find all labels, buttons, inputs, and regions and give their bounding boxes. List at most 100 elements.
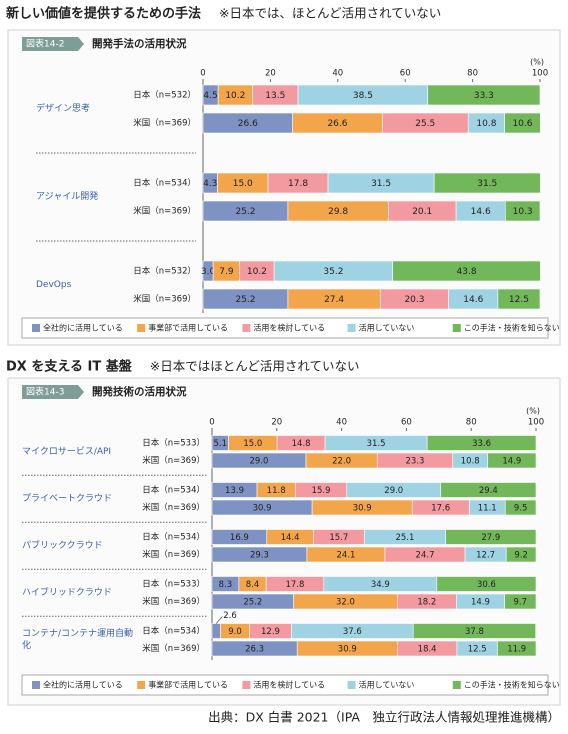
value-label: 17.8 (285, 580, 304, 590)
value-label: 14.6 (463, 295, 483, 305)
value-label: 14.9 (502, 457, 521, 467)
value-label: 29.0 (250, 457, 269, 467)
value-label: 29.8 (328, 207, 348, 217)
bar-segment (440, 482, 537, 498)
legend-box (21, 674, 549, 696)
category-label: 日本（n=534） (133, 178, 196, 189)
value-label: 30.6 (477, 580, 496, 590)
x-tick-label: 0 (200, 69, 205, 79)
value-label: 11.9 (507, 645, 526, 655)
value-label: 17.6 (431, 504, 450, 514)
bar-segment (504, 593, 537, 610)
value-label: 37.6 (343, 627, 362, 637)
x-tick-label: 80 (466, 418, 477, 428)
chart-title: 開発手法の活用状況 (92, 37, 187, 50)
value-label: 2.6 (223, 611, 237, 621)
value-label: 10.3 (513, 207, 533, 217)
value-label: 43.8 (457, 267, 477, 277)
value-label: 9.5 (514, 504, 528, 514)
x-tick-label: 20 (265, 69, 276, 79)
legend-label: 事業部で活用している (148, 680, 228, 690)
category-label: 米国（n=369） (133, 294, 196, 305)
value-label: 31.5 (367, 439, 386, 449)
value-label: 25.2 (243, 598, 262, 608)
value-label: 14.8 (292, 439, 311, 449)
legend-swatch (347, 324, 356, 332)
value-label: 15.0 (243, 439, 262, 449)
value-label: 25.2 (235, 295, 255, 305)
bar-segment (497, 288, 541, 310)
value-label: 25.5 (415, 119, 435, 129)
badge-shape (22, 385, 84, 399)
bar-segment (211, 623, 221, 639)
x-tick-label: 60 (400, 69, 411, 79)
bar-segment (445, 529, 537, 545)
legend-label: 活用していない (359, 680, 415, 690)
category-label: 米国（n=369） (142, 455, 205, 466)
legend-box (21, 317, 549, 339)
legend-swatch (137, 681, 146, 689)
legend-swatch (452, 324, 461, 332)
value-label: 30.9 (338, 645, 357, 655)
value-label: 12.5 (468, 645, 487, 655)
value-label: 7.9 (219, 267, 234, 277)
bar-segment (504, 499, 537, 516)
x-tick-label: 40 (336, 418, 347, 428)
value-label: 8.4 (246, 580, 260, 590)
chart-title: 開発技術の活用状況 (92, 385, 187, 398)
x-tick-label: 20 (271, 418, 282, 428)
category-label: 日本（n=533） (142, 579, 205, 590)
category-label: 日本（n=534） (142, 532, 205, 543)
value-label: 30.9 (353, 504, 372, 514)
group-label: デザイン思考 (36, 104, 91, 114)
category-label: 米国（n=369） (133, 118, 196, 129)
value-label: 24.7 (416, 551, 435, 561)
value-label: 26.6 (238, 119, 258, 129)
category-label: 日本（n=532） (133, 266, 196, 277)
category-label: 米国（n=369） (142, 596, 205, 607)
legend-label: 活用を検討している (253, 323, 325, 333)
value-label: 12.9 (261, 627, 280, 637)
value-label: 31.5 (371, 179, 391, 189)
x-tick-label: 80 (467, 69, 478, 79)
bar-segment (497, 640, 537, 657)
value-label: 29.0 (384, 486, 403, 496)
value-label: 4.3 (203, 179, 217, 189)
bar-segment (487, 452, 537, 469)
value-label: 8.3 (219, 580, 233, 590)
bar-segment (426, 435, 537, 451)
value-label: 10.8 (461, 457, 480, 467)
value-label: 9.2 (514, 551, 528, 561)
value-label: 18.4 (418, 645, 437, 655)
value-label: 30.9 (253, 504, 272, 514)
bar-segment (504, 112, 541, 134)
value-label: 4.5 (203, 91, 217, 101)
value-label: 22.0 (332, 457, 351, 467)
value-label: 25.2 (235, 207, 255, 217)
legend-swatch (242, 324, 251, 332)
value-label: 29.3 (250, 551, 269, 561)
value-label: 29.4 (479, 486, 498, 496)
value-label: 20.1 (412, 207, 432, 217)
legend-label: この手法・技術を知らない (464, 323, 560, 333)
legend-label: 全社的に活用している (43, 323, 123, 333)
group-label: パブリッククラウド (22, 540, 103, 551)
value-label: 27.9 (481, 533, 500, 543)
group-label: アジャイル開発 (36, 192, 99, 202)
legend-label: 全社的に活用している (43, 680, 123, 690)
heading-note: ※日本ではほとんど活用されていない (150, 359, 360, 374)
bar-segment (433, 172, 541, 194)
badge-label: 図表14-3 (26, 386, 64, 398)
x-tick-label: 60 (401, 418, 412, 428)
category-label: 日本（n=534） (142, 485, 205, 496)
value-label: 10.2 (247, 267, 267, 277)
value-label: 15.0 (233, 179, 253, 189)
bar-segment (504, 200, 541, 222)
value-label: 31.5 (477, 179, 497, 189)
value-label: 33.3 (474, 91, 494, 101)
value-label: 18.2 (417, 598, 436, 608)
legend-label: 事業部で活用している (148, 323, 228, 333)
value-label: 14.9 (471, 598, 490, 608)
value-label: 9.0 (228, 627, 242, 637)
